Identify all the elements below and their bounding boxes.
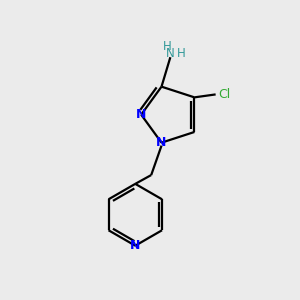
Text: N: N (156, 136, 167, 149)
Text: N: N (166, 47, 175, 60)
Text: Cl: Cl (218, 88, 230, 101)
Text: H: H (177, 47, 186, 60)
Text: N: N (136, 108, 146, 121)
Text: H: H (162, 40, 171, 52)
Text: N: N (130, 239, 140, 252)
